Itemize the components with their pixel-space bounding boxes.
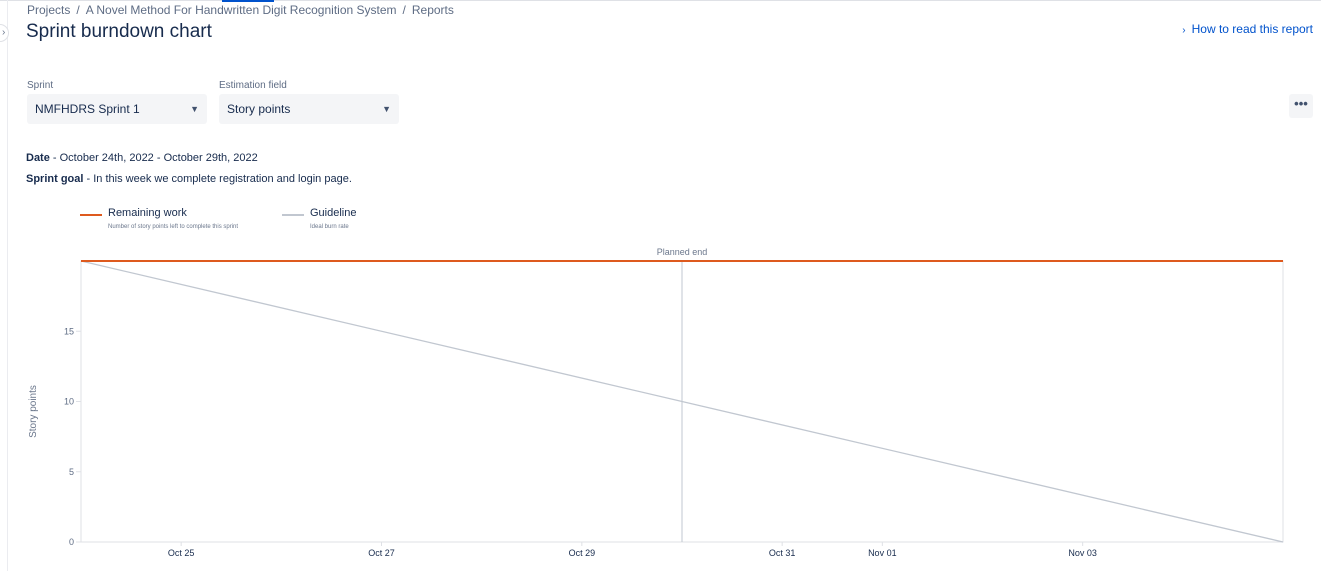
- y-axis-label: Story points: [28, 385, 39, 438]
- chevron-down-icon: ▼: [382, 104, 391, 114]
- breadcrumb: Projects / A Novel Method For Handwritten …: [27, 4, 454, 17]
- date-dash: -: [49, 152, 60, 164]
- legend-description: Ideal burn rate: [310, 224, 349, 230]
- x-tick-label: Nov 03: [1068, 548, 1097, 558]
- chevron-down-icon: ▼: [190, 104, 199, 114]
- goal-label: Sprint goal: [26, 173, 84, 185]
- estimation-field-label: Estimation field: [219, 80, 287, 91]
- planned-end-label: Planned end: [657, 247, 708, 257]
- chevron-right-icon: ›: [2, 27, 6, 38]
- legend-swatch-guideline: [282, 214, 304, 216]
- x-tick-label: Oct 31: [769, 548, 796, 558]
- legend-title: Remaining work: [108, 207, 187, 219]
- sprint-date: Date - October 24th, 2022 - October 29th…: [26, 151, 258, 165]
- legend-title: Guideline: [310, 207, 357, 219]
- y-tick-label: 0: [69, 537, 74, 547]
- how-to-read-link[interactable]: › How to read this report: [1182, 21, 1313, 39]
- estimation-field-select[interactable]: Story points ▼: [219, 94, 399, 124]
- sprint-select-value: NMFHDRS Sprint 1: [35, 102, 140, 116]
- sprint-goal: Sprint goal - In this week we complete r…: [26, 172, 352, 186]
- x-tick-label: Oct 29: [569, 548, 596, 558]
- sprint-select[interactable]: NMFHDRS Sprint 1 ▼: [27, 94, 207, 124]
- legend-description: Number of story points left to complete …: [108, 224, 239, 230]
- series-line-guideline: [80, 260, 1284, 543]
- page-title: Sprint burndown chart: [26, 21, 212, 42]
- top-active-indicator: [222, 0, 274, 2]
- sprint-label: Sprint: [27, 80, 54, 91]
- legend-swatch-remaining: [80, 214, 102, 216]
- estimation-field-value: Story points: [227, 102, 291, 116]
- goal-dash: -: [83, 173, 94, 185]
- x-tick-label: Nov 01: [868, 548, 897, 558]
- x-tick-label: Oct 25: [168, 548, 195, 558]
- breadcrumb-item-project[interactable]: A Novel Method For Handwritten Digit Rec…: [85, 3, 397, 17]
- sidebar-rail: [0, 0, 8, 571]
- more-icon: •••: [1294, 96, 1308, 111]
- chevron-right-icon: ›: [1182, 25, 1186, 36]
- breadcrumb-item-reports[interactable]: Reports: [411, 3, 454, 17]
- date-label: Date: [26, 152, 50, 164]
- more-actions-button[interactable]: •••: [1289, 94, 1313, 118]
- x-tick-label: Oct 27: [368, 548, 395, 558]
- y-tick-label: 15: [64, 326, 74, 336]
- y-tick-label: 10: [64, 397, 74, 407]
- date-value: October 24th, 2022 - October 29th, 2022: [59, 152, 258, 164]
- top-divider: [0, 0, 1321, 1]
- how-to-read-label: How to read this report: [1191, 22, 1313, 36]
- breadcrumb-separator: /: [76, 3, 80, 17]
- breadcrumb-item-projects[interactable]: Projects: [27, 3, 71, 17]
- breadcrumb-separator: /: [402, 3, 406, 17]
- goal-value: In this week we complete registration an…: [93, 173, 352, 185]
- y-tick-label: 5: [69, 467, 74, 477]
